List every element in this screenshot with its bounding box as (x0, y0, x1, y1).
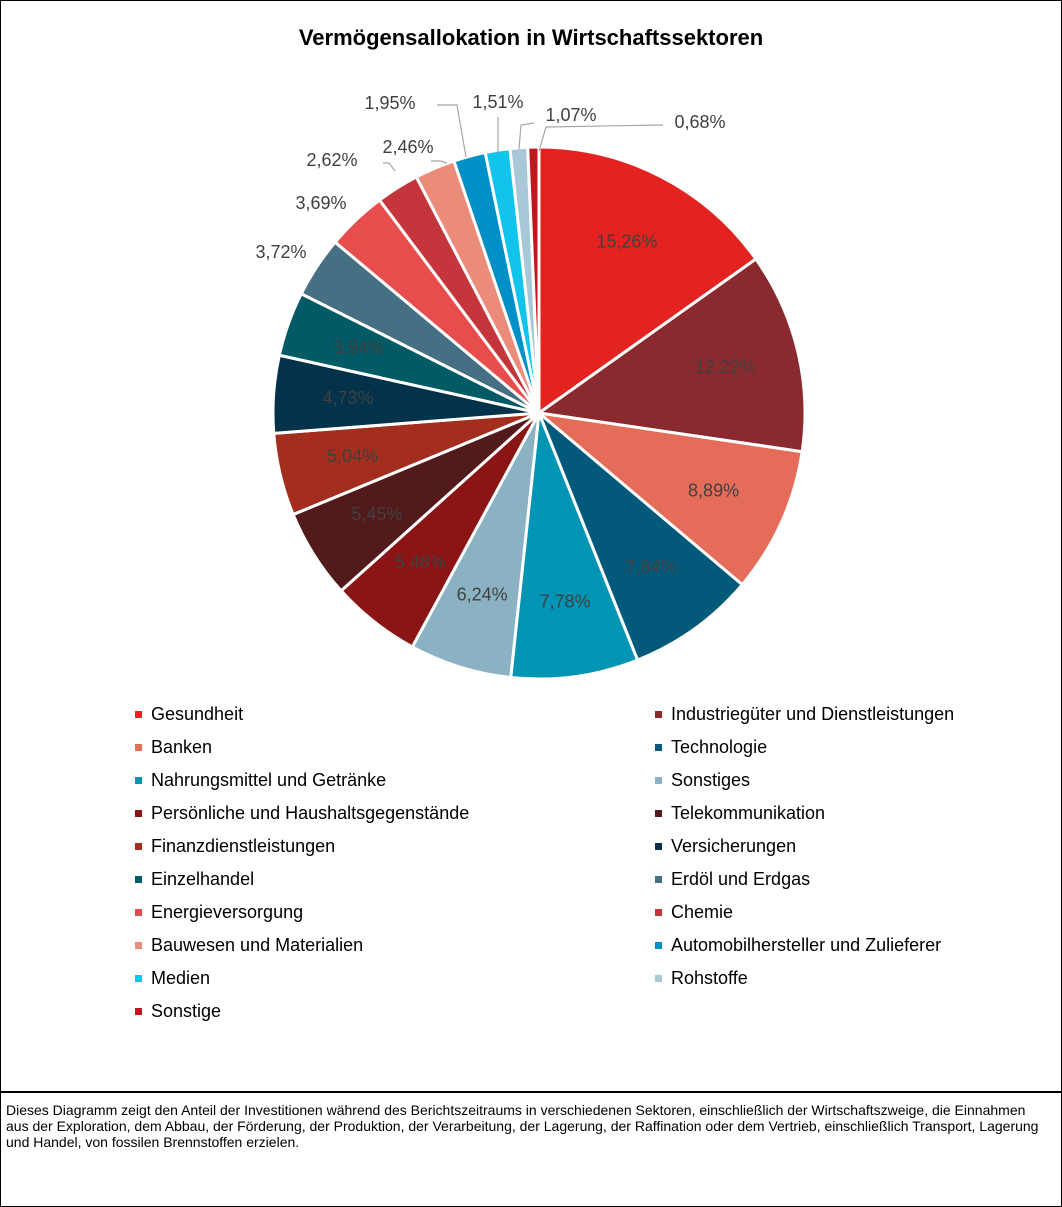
data-label: 1,07% (545, 105, 596, 125)
legend-swatch (655, 908, 662, 916)
legend-swatch (135, 974, 142, 982)
data-label: 6,24% (457, 585, 508, 605)
legend-item: Sonstige (135, 996, 655, 1026)
legend-swatch (135, 743, 142, 751)
data-label: 5,45% (351, 504, 402, 524)
data-label: 12,22% (695, 357, 756, 377)
legend-item: Persönliche und Haushaltsgegenstände (135, 798, 655, 828)
chart-panel: Vermögensallokation in Wirtschaftssektor… (1, 1, 1061, 1093)
pie-slice (537, 411, 745, 663)
legend-label: Bauwesen und Materialien (151, 934, 364, 955)
legend-label: Einzelhandel (151, 868, 255, 889)
data-label: 0,68% (674, 112, 725, 132)
legend-item: Rohstoffe (655, 963, 1015, 993)
legend-label: Erdöl und Erdgas (671, 868, 811, 889)
legend-item: Einzelhandel (135, 864, 655, 894)
legend-item: Erdöl und Erdgas (655, 864, 1015, 894)
data-label: 15,26% (596, 232, 657, 252)
legend-swatch (655, 941, 662, 949)
data-label: 3,72% (255, 242, 306, 262)
data-label: 1,95% (364, 93, 415, 113)
leader-line (383, 162, 396, 172)
legend-label: Telekommunikation (671, 802, 826, 823)
legend-item: Versicherungen (655, 831, 1015, 861)
pie-slice (537, 145, 758, 416)
legend-item: Bauwesen und Materialien (135, 930, 655, 960)
legend-label: Nahrungsmittel und Getränke (151, 769, 387, 790)
data-label: 7,78% (540, 591, 591, 611)
data-label: 2,62% (306, 150, 357, 170)
leader-line (437, 104, 467, 158)
leader-line (431, 160, 448, 164)
legend-label: Gesundheit (151, 703, 244, 724)
legend-item: Telekommunikation (655, 798, 1015, 828)
legend-item: Sonstiges (655, 765, 1015, 795)
leader-line (538, 124, 664, 152)
legend-label: Finanzdienstleistungen (151, 835, 336, 856)
legend-swatch (655, 710, 662, 718)
legend-swatch (655, 974, 662, 982)
legend-swatch (135, 875, 142, 883)
legend-item: Gesundheit (135, 699, 655, 729)
legend-item: Industriegüter und Dienstleistungen (655, 699, 1015, 729)
pie-slice (534, 410, 804, 587)
legend-swatch (135, 710, 142, 718)
data-label: 8,89% (688, 480, 739, 500)
data-label: 3,94% (333, 338, 384, 358)
legend-swatch (135, 941, 142, 949)
legend-item: Energieversorgung (135, 897, 655, 927)
chart-footnote: Dieses Diagramm zeigt den Anteil der Inv… (6, 1102, 1039, 1150)
legend-item: Chemie (655, 897, 1015, 927)
legend-label: Sonstiges (671, 769, 751, 790)
legend-label: Automobilhersteller und Zulieferer (671, 934, 942, 955)
legend-label: Rohstoffe (671, 967, 748, 988)
legend-swatch (135, 908, 142, 916)
legend-swatch (655, 842, 662, 850)
legend-item: Automobilhersteller und Zulieferer (655, 930, 1015, 960)
legend-label: Persönliche und Haushaltsgegenstände (151, 802, 470, 823)
data-label: 4,73% (322, 388, 373, 408)
legend-swatch (655, 875, 662, 883)
legend-item: Banken (135, 732, 655, 762)
chart-title: Vermögensallokation in Wirtschaftssektor… (298, 25, 764, 50)
legend-swatch (655, 776, 662, 784)
legend-swatch (135, 1007, 142, 1015)
legend-swatch (655, 743, 662, 751)
data-label: 5,48% (395, 552, 446, 572)
legend-label: Medien (151, 967, 211, 988)
legend-item: Nahrungsmittel und Getränke (135, 765, 655, 795)
legend-swatch (135, 776, 142, 784)
pie-slice (509, 412, 640, 681)
legend-item: Medien (135, 963, 655, 993)
pie-slice (535, 256, 807, 454)
legend-label: Energieversorgung (151, 901, 304, 922)
leader-line (518, 122, 535, 150)
data-label: 1,51% (472, 92, 523, 112)
legend-label: Chemie (671, 901, 734, 922)
legend-label: Sonstige (151, 1000, 222, 1021)
legend-swatch (135, 809, 142, 817)
legend-label: Versicherungen (671, 835, 797, 856)
legend-swatch (135, 842, 142, 850)
legend-swatch (655, 809, 662, 817)
legend-label: Banken (151, 736, 213, 757)
legend-item: Finanzdienstleistungen (135, 831, 655, 861)
legend-item: Technologie (655, 732, 1015, 762)
legend-label: Technologie (671, 736, 768, 757)
pie-chart: 15,26% 12,22% 8,89% 7,84% 7,78% 6,24% 5,48% 5,4… (255, 92, 807, 681)
data-label: 3,69% (295, 193, 346, 213)
data-label: 5,04% (327, 446, 378, 466)
legend-label: Industriegüter und Dienstleistungen (671, 703, 955, 724)
pie-slice (526, 145, 541, 414)
data-label: 2,46% (382, 137, 433, 157)
chart-legend: Gesundheit Industriegüter und Dienstleist… (135, 699, 1015, 1026)
data-label: 7,84% (625, 557, 676, 577)
